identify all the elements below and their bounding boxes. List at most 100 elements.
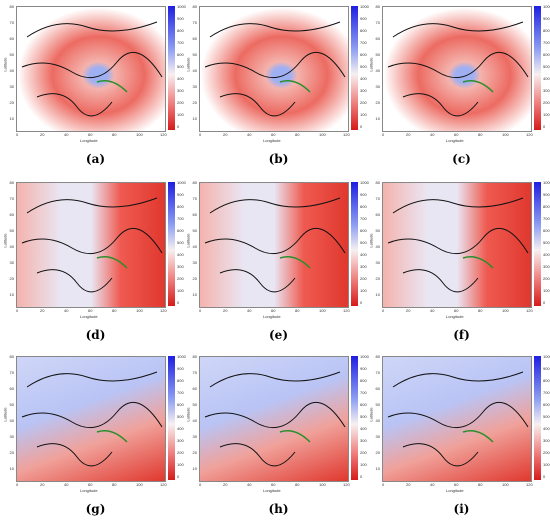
- colorbar-tick: 0: [360, 474, 363, 479]
- x-tick-label: 20: [406, 308, 411, 313]
- colorbar-tick: 0: [543, 474, 546, 479]
- colorbar-tick: 400: [543, 252, 550, 257]
- x-tick-label: 40: [64, 308, 69, 313]
- panel-caption: (a): [85, 152, 106, 166]
- y-tick-label: 20: [375, 100, 380, 105]
- y-tick-label: 60: [375, 212, 380, 217]
- colorbar-tick: 500: [177, 240, 184, 245]
- y-tick-label: 10: [9, 292, 14, 297]
- colorbar-tick: 800: [543, 204, 550, 209]
- x-tick-label: 80: [478, 482, 483, 487]
- colorbar-tick: 0: [543, 300, 546, 305]
- y-tick-label: 60: [192, 212, 197, 217]
- colorbar-tick: 300: [360, 88, 367, 93]
- y-tick-label: 60: [9, 386, 14, 391]
- x-tick-label: 0: [382, 132, 385, 137]
- coastline-overlay: [204, 197, 346, 293]
- colorbar-tick: 300: [543, 438, 550, 443]
- y-axis-label: Latitude: [2, 233, 8, 248]
- y-tick-label: 10: [9, 116, 14, 121]
- x-tick-label: 60: [88, 132, 93, 137]
- colorbar-tick: 400: [543, 426, 550, 431]
- x-tick-label: 0: [199, 132, 202, 137]
- y-tick-label: 20: [9, 450, 14, 455]
- colorbar: [534, 6, 541, 130]
- colorbar-tick: 400: [543, 76, 550, 81]
- x-tick-label: 120: [526, 308, 533, 313]
- colorbar: [534, 356, 541, 480]
- coastline-overlay: [387, 197, 529, 293]
- map-plot: [199, 6, 349, 132]
- x-tick-label: 100: [502, 132, 509, 137]
- colorbar-tick: 500: [543, 414, 550, 419]
- colorbar-tick: 200: [543, 450, 550, 455]
- y-tick-label: 40: [9, 418, 14, 423]
- map-plot: [199, 182, 349, 308]
- y-tick-label: 70: [192, 196, 197, 201]
- colorbar-tick: 300: [360, 264, 367, 269]
- y-tick-label: 20: [9, 100, 14, 105]
- y-tick-label: 80: [375, 4, 380, 9]
- x-tick-label: 80: [295, 308, 300, 313]
- colorbar-tick: 300: [360, 438, 367, 443]
- y-tick-label: 70: [9, 196, 14, 201]
- colorbar-tick: 500: [360, 64, 367, 69]
- colorbar-tick: 0: [177, 300, 180, 305]
- colorbar-tick: 900: [543, 366, 550, 371]
- y-tick-label: 40: [192, 68, 197, 73]
- x-tick-label: 60: [271, 308, 276, 313]
- x-tick-label: 100: [136, 132, 143, 137]
- y-tick-label: 50: [192, 52, 197, 57]
- colorbar-tick: 100: [177, 288, 184, 293]
- colorbar-tick: 800: [177, 204, 184, 209]
- x-tick-label: 120: [526, 482, 533, 487]
- x-tick-label: 0: [382, 308, 385, 313]
- y-tick-label: 10: [375, 466, 380, 471]
- y-tick-label: 30: [9, 84, 14, 89]
- x-tick-label: 0: [16, 308, 19, 313]
- colorbar-tick: 0: [360, 124, 363, 129]
- colorbar-tick: 700: [177, 390, 184, 395]
- y-tick-label: 30: [375, 84, 380, 89]
- x-tick-label: 20: [223, 482, 228, 487]
- y-tick-label: 80: [192, 354, 197, 359]
- y-tick-label: 30: [192, 260, 197, 265]
- panel-b: 1000 900 800 700 600 500 400 300 200 100 0 80 70 60 50…: [186, 2, 370, 176]
- x-tick-label: 40: [430, 308, 435, 313]
- colorbar-tick: 400: [177, 252, 184, 257]
- y-tick-label: 80: [375, 354, 380, 359]
- colorbar-tick: 200: [360, 276, 367, 281]
- x-tick-label: 120: [160, 482, 167, 487]
- x-tick-label: 60: [271, 132, 276, 137]
- x-tick-label: 120: [343, 308, 350, 313]
- colorbar-tick: 100: [543, 462, 550, 467]
- colorbar-tick: 900: [177, 16, 184, 21]
- colorbar-tick: 0: [360, 300, 363, 305]
- x-tick-label: 120: [160, 308, 167, 313]
- colorbar-tick: 500: [543, 240, 550, 245]
- y-tick-label: 50: [375, 402, 380, 407]
- colorbar-tick: 0: [543, 124, 546, 129]
- x-tick-label: 60: [454, 308, 459, 313]
- y-tick-label: 30: [375, 434, 380, 439]
- y-tick-label: 50: [375, 228, 380, 233]
- y-tick-label: 50: [9, 402, 14, 407]
- x-tick-label: 80: [112, 482, 117, 487]
- y-tick-label: 10: [192, 466, 197, 471]
- y-tick-label: 40: [9, 244, 14, 249]
- y-tick-label: 30: [192, 434, 197, 439]
- colorbar-tick: 100: [543, 288, 550, 293]
- y-tick-label: 30: [375, 260, 380, 265]
- colorbar-tick: 900: [360, 16, 367, 21]
- colorbar-tick: 300: [177, 264, 184, 269]
- y-tick-label: 50: [375, 52, 380, 57]
- x-tick-label: 20: [406, 482, 411, 487]
- y-tick-label: 70: [9, 370, 14, 375]
- y-tick-label: 20: [375, 276, 380, 281]
- colorbar-tick: 600: [543, 52, 550, 57]
- colorbar-tick: 100: [177, 112, 184, 117]
- colorbar-tick: 600: [360, 402, 367, 407]
- y-tick-label: 70: [9, 20, 14, 25]
- panel-caption: (g): [85, 502, 106, 516]
- colorbar-tick: 500: [360, 414, 367, 419]
